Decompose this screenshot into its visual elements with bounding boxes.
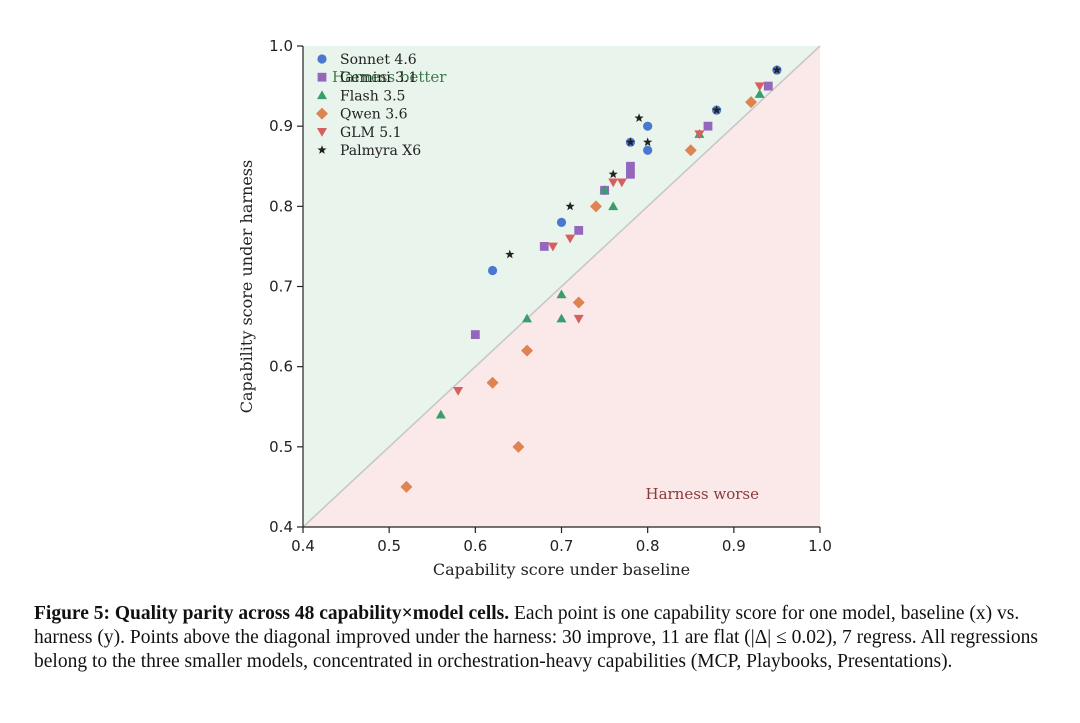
y-tick-label: 0.7	[269, 278, 293, 296]
legend-marker-glm-5-1	[317, 128, 327, 137]
point-gemini-3-1	[470, 330, 480, 339]
point-glm-5-1	[565, 234, 576, 244]
point-palmyra-x6	[608, 169, 618, 179]
point-flash-3-5	[754, 89, 765, 98]
point-sonnet-4-6	[643, 121, 653, 131]
point-flash-3-5	[556, 313, 567, 323]
parity-diagonal-line	[302, 45, 821, 528]
point-flash-3-5	[608, 201, 619, 211]
point-gemini-3-1	[539, 242, 549, 251]
point-qwen-3-6	[684, 144, 697, 157]
point-glm-5-1	[616, 178, 627, 188]
legend-label: Qwen 3.6	[340, 107, 408, 123]
point-qwen-3-6	[521, 344, 534, 357]
x-tick-label: 0.9	[722, 537, 746, 555]
x-axis-label: Capability score under baseline	[433, 560, 690, 579]
x-tick-label: 0.4	[291, 537, 315, 555]
legend-item-qwen-3-6: Qwen 3.6	[316, 107, 408, 123]
x-tick-label: 0.5	[377, 537, 401, 555]
point-palmyra-x6	[505, 249, 515, 259]
legend-item-flash-3-5: Flash 3.5	[317, 88, 405, 104]
point-glm-5-1	[608, 178, 619, 188]
x-tick-label: 1.0	[808, 537, 832, 555]
point-flash-3-5	[556, 289, 567, 299]
legend-item-gemini-3-1: Gemini 3.1	[317, 70, 417, 86]
legend-item-glm-5-1: GLM 5.1	[317, 125, 402, 141]
x-tick-label: 0.6	[463, 537, 487, 555]
legend-label: GLM 5.1	[340, 125, 402, 141]
point-qwen-3-6	[400, 480, 413, 493]
y-tick-label: 0.5	[269, 438, 293, 456]
legend-marker-palmyra-x6	[317, 145, 327, 154]
point-gemini-3-1	[626, 169, 635, 179]
point-glm-5-1	[547, 242, 558, 252]
point-palmyra-x6	[625, 137, 635, 147]
point-gemini-3-1	[574, 225, 584, 235]
point-flash-3-5	[599, 185, 610, 195]
point-qwen-3-6	[572, 296, 585, 309]
point-gemini-3-1	[703, 121, 713, 131]
point-palmyra-x6	[634, 113, 644, 123]
legend-marker-sonnet-4-6	[317, 54, 327, 64]
point-glm-5-1	[453, 386, 464, 396]
harness-worse-label: Harness worse	[645, 485, 759, 503]
point-palmyra-x6	[565, 201, 575, 211]
legend-marker-gemini-3-1	[317, 72, 327, 82]
point-palmyra-x6	[712, 105, 722, 115]
point-palmyra-x6	[772, 65, 782, 74]
point-gemini-3-1	[626, 161, 635, 171]
point-glm-5-1	[573, 314, 584, 324]
point-qwen-3-6	[486, 376, 499, 389]
y-tick-label: 0.6	[269, 358, 293, 376]
caption-body: Each point is one capability score for o…	[34, 603, 1039, 672]
legend-label: Sonnet 4.6	[340, 52, 417, 68]
point-sonnet-4-6	[487, 265, 498, 276]
harness-better-label: Harness better	[332, 68, 447, 86]
point-glm-5-1	[694, 130, 705, 140]
data-points	[400, 65, 782, 493]
y-tick-label: 0.8	[269, 197, 293, 215]
y-axis-label: Capability score under harness	[237, 160, 256, 413]
point-qwen-3-6	[589, 200, 602, 213]
point-sonnet-4-6	[643, 145, 653, 155]
scatter-chart: Harness better Harness worse 0.4 0.5 0.6 0.…	[237, 37, 832, 579]
y-axis-ticks: 0.4 0.5 0.6 0.7 0.8 0.9 1.0	[269, 37, 303, 536]
x-axis-ticks: 0.4 0.5 0.6 0.7 0.8 0.9 1.0	[291, 527, 832, 555]
point-glm-5-1	[754, 82, 765, 92]
figure-caption: Figure 5: Quality parity across 48 capab…	[34, 602, 1049, 674]
legend-marker-flash-3-5	[317, 90, 327, 100]
x-tick-label: 0.7	[550, 537, 574, 555]
legend-item-sonnet-4-6: Sonnet 4.6	[317, 52, 417, 68]
x-tick-label: 0.8	[636, 537, 660, 555]
point-flash-3-5	[522, 313, 533, 323]
legend: Sonnet 4.6 Gemini 3.1 Flash 3.5 Qwen 3.6 GLM…	[316, 52, 421, 159]
point-qwen-3-6	[745, 96, 758, 109]
legend-label: Gemini 3.1	[340, 70, 417, 86]
point-qwen-3-6	[512, 440, 525, 453]
y-tick-label: 0.9	[269, 117, 293, 135]
caption-lead: Figure 5: Quality parity across 48 capab…	[34, 603, 510, 624]
y-tick-label: 1.0	[269, 37, 293, 55]
point-sonnet-4-6	[556, 217, 567, 227]
point-flash-3-5	[435, 409, 446, 419]
point-gemini-3-1	[763, 81, 773, 91]
legend-item-palmyra-x6: Palmyra X6	[317, 143, 421, 159]
legend-label: Palmyra X6	[340, 143, 421, 159]
legend-label: Flash 3.5	[340, 88, 405, 104]
legend-marker-qwen-3-6	[316, 107, 328, 120]
point-palmyra-x6	[643, 137, 653, 147]
y-tick-label: 0.4	[269, 518, 293, 536]
